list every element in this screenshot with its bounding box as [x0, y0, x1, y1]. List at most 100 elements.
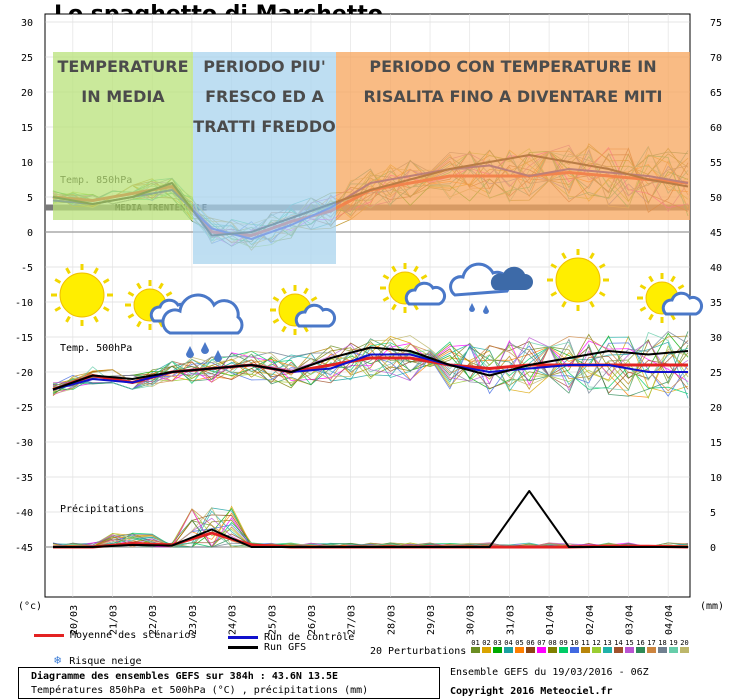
swatch-number: 04 [504, 639, 513, 647]
icon-shape [272, 318, 280, 324]
swatch-color [592, 647, 601, 653]
icon-shape [136, 320, 142, 328]
perturbation-swatch: 12 [591, 639, 602, 655]
x-tick-label: 21/03 [109, 605, 120, 635]
icon-shape [550, 291, 558, 297]
x-tick-label: 27/03 [347, 605, 358, 635]
icon-shape [490, 266, 533, 290]
swatch-number: 09 [559, 639, 568, 647]
partly-cloudy-icon [270, 285, 337, 335]
y-tick-right: 75 [710, 18, 722, 29]
panel-warming-period: PERIODO CON TEMPERATURE IN RISALITA FINO… [336, 52, 690, 220]
y-tick-right: 15 [710, 438, 722, 449]
panel-line: IN MEDIA [81, 87, 165, 106]
icon-shape [281, 325, 287, 333]
icon-shape [648, 313, 654, 321]
perturbation-swatch: 13 [602, 639, 613, 655]
perturbation-swatch: 03 [492, 639, 503, 655]
icon-shape [186, 346, 194, 358]
legend-perturbations: 20 Perturbations [370, 646, 467, 657]
ensemble-member-line [52, 332, 689, 391]
perturbation-swatch: 15 [624, 639, 635, 655]
swatch-number: 20 [680, 639, 689, 647]
x-tick-label: 29/03 [426, 605, 437, 635]
icon-shape [165, 291, 173, 297]
perturbation-swatch: 10 [569, 639, 580, 655]
swatch-number: 18 [658, 639, 667, 647]
y-tick-left: -5 [21, 263, 33, 274]
swatch-number: 03 [493, 639, 502, 647]
swatch-number: 19 [669, 639, 678, 647]
icon-shape [294, 303, 337, 328]
swatch-color [493, 647, 502, 653]
y-tick-right: 35 [710, 298, 722, 309]
swatch-number: 13 [603, 639, 612, 647]
swatch-number: 17 [647, 639, 656, 647]
perturbation-swatch: 01 [470, 639, 481, 655]
swatch-number: 11 [581, 639, 590, 647]
x-tick-label: 31/03 [505, 605, 516, 635]
swatch-color [658, 647, 667, 653]
swatch-color [614, 647, 623, 653]
swatch-color [526, 647, 535, 653]
legend-snow-label: Risque neige [69, 656, 142, 667]
storm-cloud-icon [449, 262, 533, 314]
perturbation-swatch: 04 [503, 639, 514, 655]
copyright-label: Copyright 2016 Meteociel.fr [450, 686, 613, 697]
swatch-color [625, 647, 634, 653]
icon-shape [598, 263, 606, 269]
legend-control: Run de contrôle [228, 632, 354, 643]
y-tick-left: -30 [15, 438, 33, 449]
icon-shape [561, 252, 567, 260]
y-tick-left: -25 [15, 403, 33, 414]
partly-cloudy-icon [380, 263, 447, 313]
swatch-color [537, 647, 546, 653]
swatch-color [548, 647, 557, 653]
x-tick-label: 02/04 [585, 605, 596, 635]
ensemble-member-line [52, 341, 689, 399]
swatch-number: 16 [636, 639, 645, 647]
x-tick-label: 03/04 [624, 605, 635, 635]
swatch-color [647, 647, 656, 653]
swatch-color [603, 647, 612, 653]
ensemble-member-line [52, 335, 689, 395]
x-tick-label: 28/03 [386, 605, 397, 635]
y-tick-left: 0 [27, 228, 33, 239]
legend-snow: ❄ Risque neige [54, 653, 141, 667]
perturbation-swatch: 05 [514, 639, 525, 655]
ensemble-run-label: Ensemble GEFS du 19/03/2016 - 06Z [450, 667, 649, 678]
icon-shape [589, 252, 595, 260]
icon-shape [661, 291, 704, 316]
y-tick-left: -20 [15, 368, 33, 379]
panel-line: PERIODO CON TEMPERATURE IN [369, 57, 657, 76]
y-tick-left: -35 [15, 473, 33, 484]
y-tick-left: 10 [21, 158, 33, 169]
info-line-1: Diagramme des ensembles GEFS sur 384h : … [31, 671, 339, 682]
y-tick-left: -15 [15, 333, 33, 344]
icon-shape [561, 300, 567, 308]
icon-shape [59, 272, 105, 318]
icon-shape [598, 291, 606, 297]
perturbation-swatch: 08 [547, 639, 558, 655]
x-tick-label: 23/03 [188, 605, 199, 635]
icon-shape [158, 282, 164, 290]
swatch-color [471, 647, 480, 653]
icon-shape [589, 300, 595, 308]
x-tick-label: 04/04 [664, 605, 675, 635]
perturbation-swatch: 19 [668, 639, 679, 655]
y-tick-right: 20 [710, 403, 722, 414]
panel-line: PERIODO PIU' [203, 57, 326, 76]
series-line-5 [52, 346, 689, 391]
icon-shape [677, 284, 685, 290]
icon-shape [136, 282, 142, 290]
icon-shape [65, 315, 71, 323]
icon-shape [391, 265, 397, 273]
swatch-number: 05 [515, 639, 524, 647]
y-tick-left: 30 [21, 18, 33, 29]
legend-mean: Moyenne des scénarios [34, 630, 196, 641]
panel-line: TRATTI FREDDO [193, 117, 336, 136]
swatch-number: 08 [548, 639, 557, 647]
swatch-number: 14 [614, 639, 623, 647]
sun-icon [51, 264, 113, 326]
icon-shape [404, 281, 447, 306]
